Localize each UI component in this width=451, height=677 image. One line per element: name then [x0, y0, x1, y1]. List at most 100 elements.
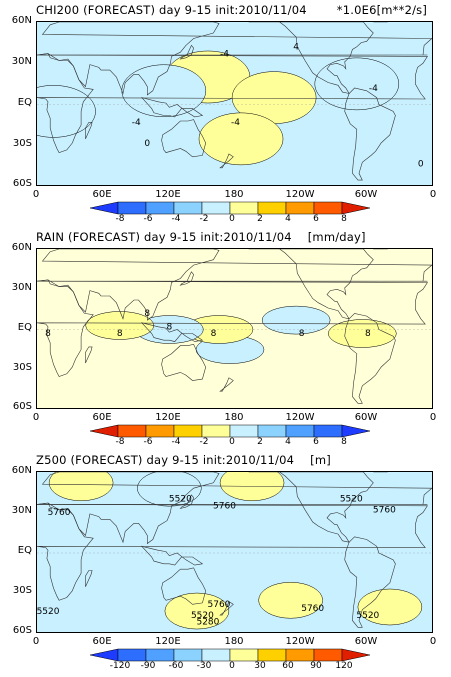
x-tick-label: 120W [285, 189, 315, 200]
colorbar-swatch [341, 201, 371, 215]
colorbar-swatch [117, 424, 147, 438]
x-tick-label: 60E [92, 412, 112, 423]
chart-title: CHI200 (FORECAST) day 9-15 init:2010/11/… [36, 3, 427, 17]
coastline [85, 122, 93, 140]
anomaly-blob [137, 472, 202, 507]
x-tick-label: 0 [429, 636, 437, 647]
anomaly-layer [48, 472, 423, 630]
chart-title: Z500 (FORECAST) day 9-15 init:2010/11/04… [36, 453, 331, 467]
y-tick-label: 60S [12, 401, 32, 412]
colorbar-tick: 6 [313, 214, 319, 224]
colorbar-tick: -8 [115, 437, 125, 447]
colorbar-tick: 120 [335, 661, 353, 671]
colorbar-swatch [89, 424, 119, 438]
x-tick-label: 180 [224, 189, 244, 200]
coastline-layer [37, 249, 432, 404]
coastline [344, 87, 396, 181]
anomaly-blob [357, 588, 423, 626]
contour-label-layer: 8 8 8 8 8 8 8 [45, 309, 371, 339]
x-tick-label: 0 [32, 636, 40, 647]
contour-label: -4 [220, 49, 229, 59]
colorbar-swatch [313, 201, 343, 215]
contour-label: 5760 [373, 506, 396, 516]
contour-label: 5520 [191, 611, 214, 621]
anomaly-blob [48, 472, 114, 502]
colorbar-swatch [117, 648, 147, 662]
coastline [344, 536, 396, 628]
coastline [219, 601, 234, 616]
colorbar-swatch [285, 648, 315, 662]
coastline [161, 343, 207, 381]
coastline [140, 97, 204, 118]
chi200-map: 0 4 -4 -4 -4 -4 0 [37, 22, 432, 185]
colorbar-swatch [201, 424, 231, 438]
x-tick-label: 180 [224, 636, 244, 647]
contour-label: 4 [293, 43, 299, 53]
x-tick-label: 60E [92, 189, 112, 200]
y-tick-label: 30N [11, 505, 32, 516]
y-tick-label: 30S [12, 138, 32, 149]
x-tick-label: 0 [32, 189, 40, 200]
colorbar-tick: -8 [115, 214, 125, 224]
y-tick-label: 30S [12, 362, 32, 373]
chart-units: *1.0E6[m**2/s] [336, 3, 428, 17]
contour-label: 8 [166, 323, 172, 333]
x-tick-label: 0 [429, 412, 437, 423]
colorbar [89, 424, 371, 438]
coastline [219, 377, 234, 392]
map-area: 0 4 -4 -4 -4 -4 0 [36, 21, 433, 186]
contour-label: 8 [144, 309, 150, 319]
contour-label: 0 [418, 159, 424, 169]
colorbar-swatch [173, 201, 203, 215]
colorbar-tick: 0 [229, 437, 235, 447]
colorbar-swatch [313, 424, 343, 438]
coastline [179, 44, 194, 60]
anomaly-blob [261, 305, 331, 335]
y-tick-label: 30N [11, 56, 32, 67]
x-tick-label: 120W [285, 412, 315, 423]
anomaly-blob [198, 112, 284, 166]
coastline [179, 494, 194, 510]
coastline [140, 322, 204, 342]
colorbar-swatch [313, 648, 343, 662]
y-tick-label: EQ [17, 322, 32, 333]
colorbar-swatch [145, 648, 175, 662]
x-tick-label: 0 [429, 189, 437, 200]
y-tick-label: EQ [17, 97, 32, 108]
coastline [85, 570, 93, 587]
coastline [179, 271, 194, 286]
colorbar-swatch [229, 201, 259, 215]
colorbar-tick: -90 [140, 661, 156, 671]
colorbar-tick: 60 [282, 661, 294, 671]
contour-label: 8 [211, 329, 217, 339]
y-tick-label: EQ [17, 545, 32, 556]
colorbar-tick: 90 [310, 661, 322, 671]
colorbar-tick: 30 [254, 661, 266, 671]
colorbar-swatch [201, 648, 231, 662]
colorbar-swatch [89, 201, 119, 215]
colorbar-swatch [117, 201, 147, 215]
coastline [248, 472, 374, 543]
colorbar-tick: -4 [171, 437, 181, 447]
coastline [161, 119, 207, 158]
contour-label: 8 [45, 329, 51, 339]
colorbar-swatch [257, 648, 287, 662]
anomaly-layer [37, 50, 400, 166]
contour-label: 5520 [356, 611, 379, 621]
chart-units: [mm/day] [307, 230, 366, 244]
contour-label: 8 [365, 329, 371, 339]
colorbar-swatch [341, 648, 371, 662]
coastline [161, 567, 207, 605]
chart-title-text: RAIN (FORECAST) day 9-15 init:2010/11/04 [36, 230, 292, 244]
colorbar-tick: -30 [196, 661, 212, 671]
colorbar-swatch [89, 648, 119, 662]
colorbar-swatch [229, 648, 259, 662]
colorbar-tick: -60 [168, 661, 184, 671]
contour-label-layer: 0 4 -4 -4 -4 -4 0 [132, 43, 424, 170]
colorbar-tick: 4 [285, 214, 291, 224]
x-tick-label: 120E [155, 412, 181, 423]
x-tick-label: 120W [285, 636, 315, 647]
contour-label: 5520 [37, 607, 60, 617]
contour-label: 8 [117, 329, 123, 339]
rain-map: 8 8 8 8 8 8 8 [37, 249, 432, 408]
